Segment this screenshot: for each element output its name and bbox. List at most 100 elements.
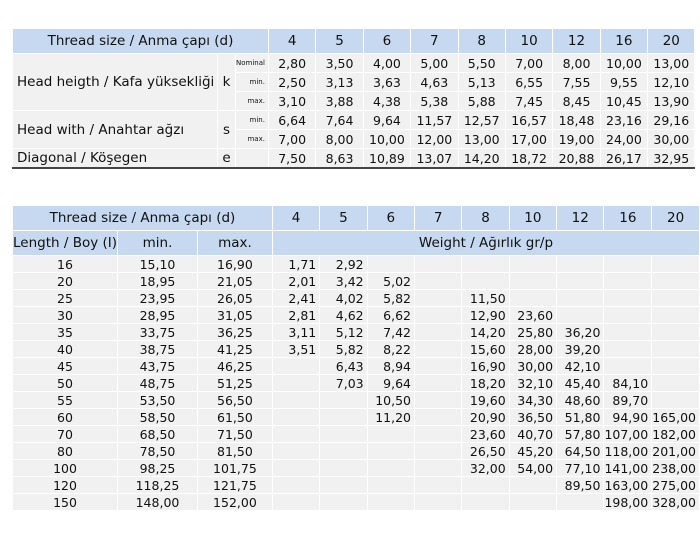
value-cell: 5,13 bbox=[457, 72, 506, 92]
weight-cell: 2,81 bbox=[271, 306, 321, 324]
length-cell: 45 bbox=[11, 357, 119, 375]
value-cell: 2,80 bbox=[267, 53, 317, 73]
weight-cell: 36,20 bbox=[556, 323, 605, 341]
weight-cell bbox=[413, 425, 463, 443]
weight-cell: 32,10 bbox=[508, 374, 558, 392]
value-cell: 4,38 bbox=[362, 91, 412, 111]
weight-cell bbox=[603, 340, 653, 358]
value-cell: 13,90 bbox=[647, 91, 696, 111]
weight-cell: 3,51 bbox=[271, 340, 321, 358]
data-row: 50 48,75 51,25 7,03 9,64 18,20 32,10 45,40 84,10 bbox=[11, 374, 700, 392]
subheader-row: Length / Boy (I) min. max. Weight / Ağırlık… bbox=[11, 230, 700, 256]
value-cell: 13,00 bbox=[647, 53, 696, 73]
weight-cell: 19,60 bbox=[461, 391, 510, 409]
size-header: 8 bbox=[461, 205, 510, 231]
weight-cell bbox=[651, 374, 700, 392]
size-header: 7 bbox=[410, 28, 459, 54]
range-cell: 36,25 bbox=[196, 323, 273, 341]
weight-cell bbox=[413, 272, 463, 290]
size-header: 20 bbox=[647, 28, 696, 54]
weight-cell: 7,42 bbox=[366, 323, 416, 341]
size-header: 6 bbox=[366, 205, 416, 231]
weight-cell bbox=[319, 493, 368, 511]
value-cell: 8,00 bbox=[552, 53, 601, 73]
value-cell: 18,72 bbox=[504, 148, 554, 169]
weight-cell: 182,00 bbox=[651, 425, 700, 443]
weight-cell bbox=[271, 408, 321, 426]
range-cell: 51,25 bbox=[196, 374, 273, 392]
weight-cell bbox=[461, 272, 510, 290]
weight-cell: 30,00 bbox=[508, 357, 558, 375]
value-cell: 5,50 bbox=[457, 53, 506, 73]
weight-cell: 4,02 bbox=[319, 289, 368, 307]
size-header: 6 bbox=[362, 28, 412, 54]
value-cell: 3,13 bbox=[315, 72, 364, 92]
value-cell: 11,57 bbox=[410, 110, 459, 130]
weight-cell bbox=[651, 255, 700, 273]
weight-cell bbox=[366, 493, 416, 511]
weight-cell: 2,01 bbox=[271, 272, 321, 290]
weight-cell bbox=[651, 357, 700, 375]
weight-cell bbox=[508, 272, 558, 290]
range-cell: 81,50 bbox=[196, 442, 273, 460]
length-cell: 60 bbox=[11, 408, 119, 426]
value-cell: 3,63 bbox=[362, 72, 412, 92]
value-cell: 30,00 bbox=[647, 129, 696, 149]
value-cell: 29,16 bbox=[647, 110, 696, 130]
range-cell: 118,25 bbox=[117, 476, 198, 494]
weight-cell: 26,50 bbox=[461, 442, 510, 460]
weight-cell: 8,94 bbox=[366, 357, 416, 375]
weight-cell bbox=[651, 289, 700, 307]
value-cell: 12,57 bbox=[457, 110, 506, 130]
value-cell: 24,00 bbox=[599, 129, 649, 149]
weight-cell bbox=[413, 306, 463, 324]
weight-cell: 20,90 bbox=[461, 408, 510, 426]
value-cell: 10,00 bbox=[362, 129, 412, 149]
value-cell: 20,88 bbox=[552, 148, 601, 169]
weight-cell: 94,90 bbox=[603, 408, 653, 426]
weight-cell bbox=[508, 289, 558, 307]
length-cell: 55 bbox=[11, 391, 119, 409]
weight-cell: 5,12 bbox=[319, 323, 368, 341]
weight-cell: 45,40 bbox=[556, 374, 605, 392]
value-cell: 10,89 bbox=[362, 148, 412, 169]
value-cell: 12,10 bbox=[647, 72, 696, 92]
weight-cell: 84,10 bbox=[603, 374, 653, 392]
weight-cell: 16,90 bbox=[461, 357, 510, 375]
length-cell: 25 bbox=[11, 289, 119, 307]
weight-cell: 165,00 bbox=[651, 408, 700, 426]
weight-header: Weight / Ağırlık gr/p bbox=[271, 230, 700, 256]
weight-cell bbox=[413, 442, 463, 460]
range-cell: 53,50 bbox=[117, 391, 198, 409]
sub-label: max. bbox=[235, 129, 269, 149]
size-header: 4 bbox=[271, 205, 321, 231]
weight-cell: 5,02 bbox=[366, 272, 416, 290]
weight-cell bbox=[556, 306, 605, 324]
weight-cell bbox=[603, 255, 653, 273]
value-cell: 18,48 bbox=[552, 110, 601, 130]
data-row: Head with / Anahtar ağzı s min. 6,64 7,64 9,6… bbox=[12, 110, 696, 149]
data-row: 55 53,50 56,50 10,50 19,60 34,30 48,60 89,70 bbox=[11, 391, 700, 409]
weight-cell: 64,50 bbox=[556, 442, 605, 460]
value-cell: 7,00 bbox=[504, 53, 554, 73]
data-row: 70 68,50 71,50 23,60 40,70 57,80 107,00 182,00 bbox=[11, 425, 700, 443]
sub-label: max. bbox=[235, 91, 269, 111]
row-symbol: k bbox=[217, 53, 236, 111]
range-cell: 31,05 bbox=[196, 306, 273, 324]
weight-cell: 107,00 bbox=[603, 425, 653, 443]
weight-table: Thread size / Anma çapı (d) 4 5 6 7 8 10 12 16 20… bbox=[11, 205, 700, 511]
data-row: 45 43,75 46,25 6,43 8,94 16,90 30,00 42,10 bbox=[11, 357, 700, 375]
size-header: 7 bbox=[413, 205, 463, 231]
range-cell: 46,25 bbox=[196, 357, 273, 375]
weight-cell: 11,20 bbox=[366, 408, 416, 426]
weight-cell bbox=[413, 255, 463, 273]
size-header: 16 bbox=[599, 28, 649, 54]
weight-cell bbox=[271, 459, 321, 477]
length-cell: 150 bbox=[11, 493, 119, 511]
weight-cell: 8,22 bbox=[366, 340, 416, 358]
length-header: Length / Boy (I) bbox=[11, 230, 119, 256]
weight-cell bbox=[366, 476, 416, 494]
data-row: 30 28,95 31,05 2,81 4,62 6,62 12,90 23,60 bbox=[11, 306, 700, 324]
range-cell: 33,75 bbox=[117, 323, 198, 341]
range-cell: 56,50 bbox=[196, 391, 273, 409]
